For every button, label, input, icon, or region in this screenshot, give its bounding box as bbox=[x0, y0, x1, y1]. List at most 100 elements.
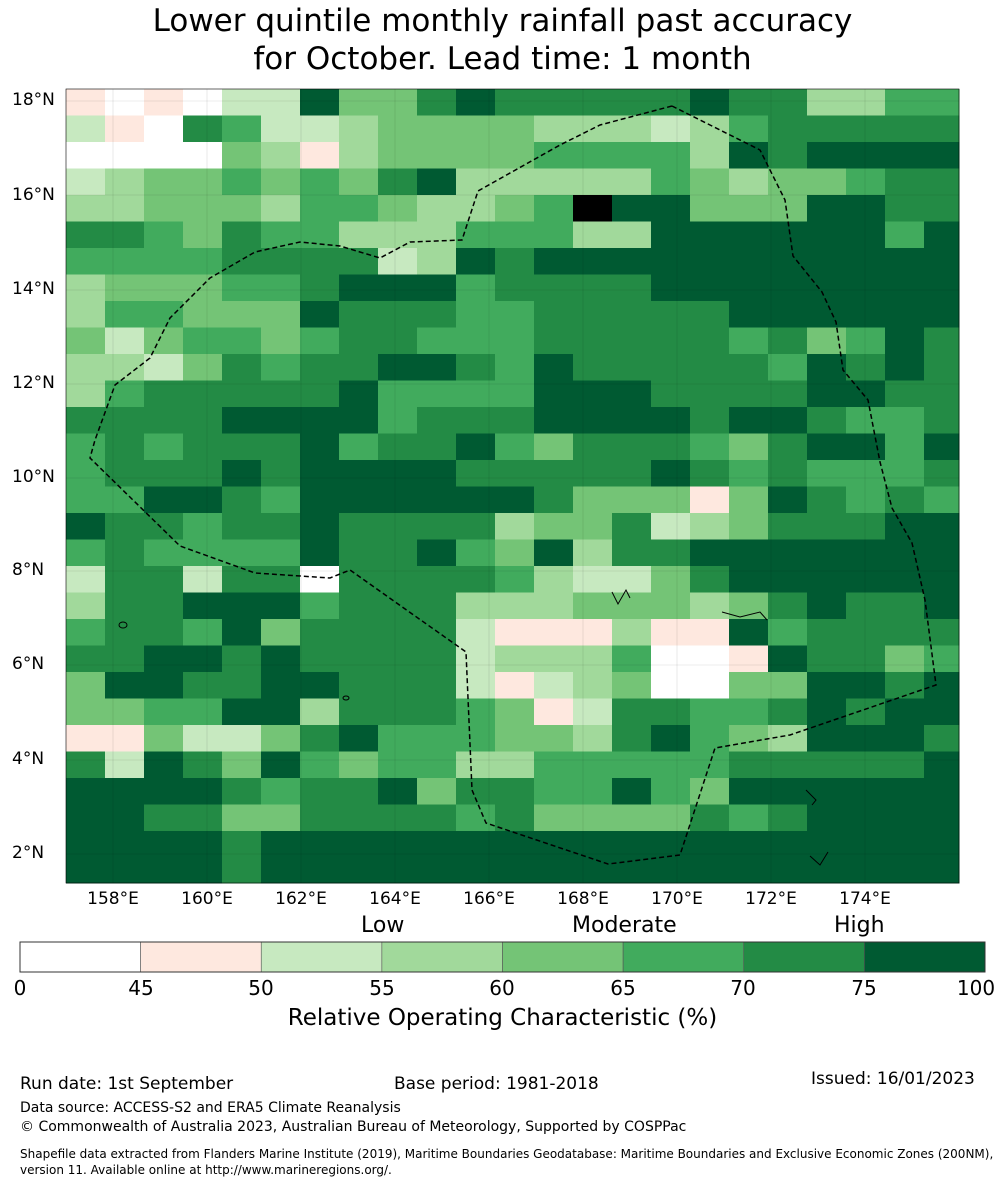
grid-cell bbox=[729, 89, 769, 116]
colorbar-frame bbox=[19, 941, 986, 973]
grid-cell bbox=[768, 804, 808, 832]
grid-cell bbox=[807, 566, 847, 593]
grid-cell bbox=[222, 619, 262, 646]
grid-cell bbox=[183, 142, 223, 169]
grid-cell bbox=[534, 698, 574, 726]
grid-cell bbox=[690, 301, 730, 328]
grid-cell bbox=[924, 486, 960, 514]
grid-cell bbox=[300, 248, 340, 275]
grid-cell bbox=[339, 619, 379, 646]
grid-cell bbox=[183, 89, 223, 116]
grid-cell bbox=[456, 407, 496, 434]
grid-cell bbox=[378, 592, 418, 620]
grid-cell bbox=[807, 407, 847, 434]
grid-cell bbox=[417, 460, 457, 487]
grid-cell bbox=[885, 115, 925, 143]
grid-cell bbox=[690, 115, 730, 143]
grid-cell bbox=[378, 89, 418, 116]
grid-cell bbox=[456, 672, 496, 699]
grid-cell bbox=[183, 751, 223, 779]
grid-cell bbox=[768, 831, 808, 858]
grid-cell bbox=[846, 725, 886, 752]
grid-cell bbox=[300, 115, 340, 143]
grid-cell bbox=[300, 274, 340, 302]
grid-cell bbox=[573, 460, 613, 487]
grid-cell bbox=[729, 407, 769, 434]
grid-cell bbox=[261, 354, 301, 381]
grid-cell bbox=[144, 513, 184, 540]
grid-cell bbox=[183, 778, 223, 805]
grid-cell bbox=[456, 354, 496, 381]
grid-cell bbox=[261, 407, 301, 434]
grid-cell bbox=[573, 592, 613, 620]
grid-cell bbox=[222, 168, 262, 196]
island-shape bbox=[721, 611, 768, 621]
grid-cell bbox=[417, 407, 457, 434]
lat-tick-label: 8°N bbox=[12, 560, 45, 580]
grid-cell bbox=[612, 115, 652, 143]
grid-cell bbox=[807, 857, 847, 884]
grid-cell bbox=[651, 380, 691, 408]
grid-cell bbox=[651, 486, 691, 514]
grid-cell bbox=[612, 89, 652, 116]
grid-cell bbox=[495, 274, 535, 302]
grid-cell bbox=[300, 857, 340, 884]
grid-cell bbox=[846, 645, 886, 673]
grid-cell bbox=[66, 274, 106, 302]
grid-cell bbox=[651, 619, 691, 646]
colorbar-tick-label: 50 bbox=[248, 976, 274, 1000]
grid-cell bbox=[66, 778, 106, 805]
grid-cell bbox=[729, 168, 769, 196]
grid-cell bbox=[690, 433, 730, 461]
grid-cell bbox=[885, 168, 925, 196]
grid-cell bbox=[456, 433, 496, 461]
grid-cell bbox=[690, 672, 730, 699]
grid-cell bbox=[612, 725, 652, 752]
grid-cell bbox=[378, 672, 418, 699]
grid-cell bbox=[417, 539, 457, 567]
grid-cell bbox=[846, 327, 886, 355]
grid-cell bbox=[729, 513, 769, 540]
grid-cell bbox=[105, 327, 145, 355]
lat-tick-label: 14°N bbox=[12, 279, 55, 299]
grid-cell bbox=[300, 672, 340, 699]
grid-cell bbox=[729, 698, 769, 726]
grid-cell bbox=[612, 380, 652, 408]
grid-cell bbox=[66, 301, 106, 328]
grid-cell bbox=[339, 248, 379, 275]
grid-cell bbox=[612, 698, 652, 726]
grid-cell bbox=[378, 248, 418, 275]
grid-cell bbox=[144, 725, 184, 752]
grid-cell bbox=[573, 778, 613, 805]
grid-cell bbox=[924, 433, 960, 461]
grid-cell bbox=[807, 645, 847, 673]
grid-cell bbox=[495, 619, 535, 646]
grid-cell bbox=[729, 354, 769, 381]
grid-cell bbox=[378, 407, 418, 434]
grid-cell bbox=[885, 513, 925, 540]
grid-cell bbox=[573, 513, 613, 540]
grid-cell bbox=[729, 831, 769, 858]
grid-cell bbox=[885, 460, 925, 487]
grid-cell bbox=[495, 433, 535, 461]
data-source-text: Data source: ACCESS-S2 and ERA5 Climate … bbox=[20, 1100, 401, 1116]
grid-cell bbox=[768, 142, 808, 169]
grid-cell bbox=[456, 248, 496, 275]
grid-cell bbox=[495, 195, 535, 222]
grid-cell bbox=[144, 354, 184, 381]
grid-cell bbox=[495, 566, 535, 593]
grid-cell bbox=[885, 698, 925, 726]
grid-cell bbox=[729, 248, 769, 275]
grid-cell bbox=[573, 619, 613, 646]
lat-tick-label: 18°N bbox=[12, 90, 55, 110]
grid-cell bbox=[651, 168, 691, 196]
grid-cell bbox=[105, 460, 145, 487]
grid-cell bbox=[378, 486, 418, 514]
grid-cell bbox=[690, 566, 730, 593]
grid-cell bbox=[885, 539, 925, 567]
grid-cell bbox=[378, 725, 418, 752]
grid-cell bbox=[300, 168, 340, 196]
grid-cell bbox=[144, 248, 184, 275]
grid-cell bbox=[456, 380, 496, 408]
grid-cell bbox=[924, 831, 960, 858]
